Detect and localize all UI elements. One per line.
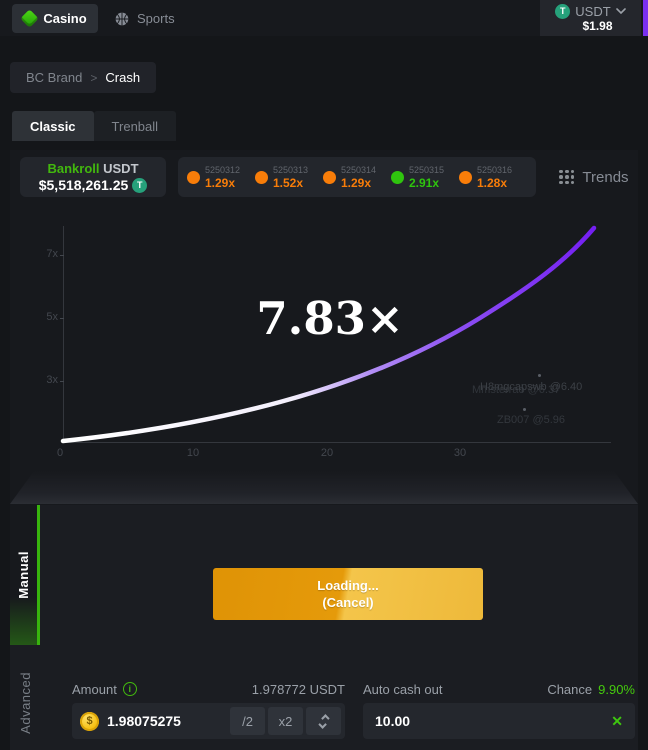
round-id: 5250316: [477, 165, 513, 175]
breadcrumb-current: Crash: [105, 70, 141, 85]
chance-label: Chance: [547, 681, 593, 697]
basketball-icon: [115, 12, 129, 25]
round-multiplier: 2.91x: [409, 176, 440, 190]
bankroll-currency: USDT: [103, 161, 139, 176]
tab-sports[interactable]: Sports: [114, 4, 175, 33]
round-multiplier: 1.52x: [273, 176, 304, 190]
crash-result-dot: [459, 170, 472, 184]
trends-label: Trends: [582, 168, 629, 186]
round-id: 5250312: [205, 165, 241, 175]
cashout-point-dot: [523, 408, 526, 411]
loading-text: Loading...: [317, 578, 379, 593]
sports-tab-label: Sports: [137, 11, 175, 26]
wallet-balance-dropdown[interactable]: T USDT $1.98: [540, 0, 641, 36]
breadcrumb-separator-icon: >: [90, 70, 98, 85]
casino-tab-label: Casino: [43, 11, 87, 26]
x-tick-label: 10: [186, 447, 200, 459]
grid-dots-icon: [559, 169, 575, 185]
x-tick-label: 0: [56, 447, 64, 459]
round-multiplier: 1.29x: [205, 176, 236, 190]
history-round[interactable]: 5250315 2.91x: [391, 165, 459, 189]
tab-trenball[interactable]: Trenball: [93, 111, 177, 141]
round-history-list: 5250312 1.29x 5250313 1.52x 5250314 1.29…: [178, 157, 536, 197]
history-round[interactable]: 5250314 1.29x: [323, 165, 391, 189]
tab-manual[interactable]: Manual: [10, 505, 40, 645]
bankroll-amount: $5,518,261.25: [38, 177, 129, 193]
game-mode-tabs: Classic Trenball: [12, 111, 177, 141]
autocashout-label-row: Auto cash out Chance 9.90%: [363, 681, 635, 697]
autocashout-group: ✕: [363, 703, 635, 739]
tab-casino[interactable]: Casino: [12, 4, 98, 33]
chevron-down-icon: [615, 8, 626, 14]
crash-chart-panel: Bankroll USDT $5,518,261.25 T 5250312 1.…: [10, 150, 638, 505]
tether-icon: T: [555, 3, 571, 19]
clear-icon[interactable]: ✕: [611, 712, 623, 729]
loading-cancel-button[interactable]: Loading... (Cancel): [213, 568, 483, 620]
player-cashout-label: ZB007 @5.96: [497, 414, 566, 426]
autocashout-label: Auto cash out: [363, 681, 443, 697]
y-tick-mark: [60, 255, 64, 256]
win-result-dot: [391, 170, 404, 184]
round-multiplier: 1.28x: [477, 176, 508, 190]
amount-fiat-equivalent: 1.978772 USDT: [251, 681, 345, 697]
x-tick-label: 20: [320, 447, 334, 459]
round-id: 5250315: [409, 165, 445, 175]
history-round[interactable]: 5250316 1.28x: [459, 165, 527, 189]
history-round[interactable]: 5250313 1.52x: [255, 165, 323, 189]
wallet-currency: USDT: [575, 3, 611, 19]
top-nav-bar: Casino Sports T USDT $1.98: [0, 0, 648, 36]
double-bet-button[interactable]: x2: [268, 707, 303, 735]
y-tick-label: 5x: [46, 311, 58, 323]
crash-result-dot: [187, 170, 200, 184]
player-cashout-label: Mmsterrao @6.37: [472, 384, 561, 396]
tab-classic[interactable]: Classic: [12, 111, 94, 141]
breadcrumb-brand[interactable]: BC Brand: [26, 70, 83, 85]
crash-result-dot: [255, 170, 268, 184]
advanced-tab-label: Advanced: [17, 672, 33, 734]
y-tick-label: 3x: [46, 374, 58, 386]
player-cashout-label: H8mgcapswb @6.40: [480, 381, 583, 393]
sidebar-accent-strip: [643, 0, 648, 36]
y-tick-label: 7x: [46, 248, 58, 260]
round-id: 5250314: [341, 165, 377, 175]
y-axis-line: [63, 226, 64, 442]
autocashout-input[interactable]: [375, 713, 555, 729]
x-tick-label: 30: [453, 447, 467, 459]
crash-curve: [60, 225, 597, 444]
half-bet-button[interactable]: /2: [230, 707, 265, 735]
amount-stepper[interactable]: [306, 707, 341, 735]
bet-panel: Manual Advanced Loading... (Cancel) Amou…: [10, 505, 638, 750]
bankroll-label: Bankroll: [47, 161, 100, 176]
breadcrumb: BC Brand > Crash: [10, 62, 157, 93]
bet-amount-input[interactable]: [107, 713, 227, 729]
bankroll-box: Bankroll USDT $5,518,261.25 T: [20, 157, 166, 197]
cancel-text: (Cancel): [322, 595, 374, 610]
panel-bottom-bevel: [10, 471, 638, 504]
trends-button[interactable]: Trends: [556, 157, 632, 197]
y-tick-mark: [60, 381, 64, 382]
history-round[interactable]: 5250312 1.29x: [187, 165, 255, 189]
coin-icon: $: [80, 711, 99, 731]
amount-label-row: Amount i 1.978772 USDT: [72, 681, 345, 697]
round-multiplier: 1.29x: [341, 176, 372, 190]
crash-result-dot: [323, 170, 336, 184]
current-multiplier: 7.83×: [256, 292, 404, 345]
wallet-balance: $1.98: [582, 18, 613, 33]
amount-label: Amount: [72, 681, 117, 697]
x-axis-line: [63, 442, 611, 443]
y-tick-mark: [60, 318, 64, 319]
tether-icon: T: [132, 178, 148, 193]
tab-advanced[interactable]: Advanced: [10, 653, 40, 750]
casino-logo-icon: [20, 9, 40, 28]
manual-tab-label: Manual: [16, 551, 31, 599]
bet-amount-group: $ /2 x2: [72, 703, 345, 739]
cashout-point-dot: [538, 374, 541, 377]
chance-value: 9.90%: [598, 681, 635, 697]
info-icon[interactable]: i: [122, 682, 137, 696]
round-id: 5250313: [273, 165, 309, 175]
